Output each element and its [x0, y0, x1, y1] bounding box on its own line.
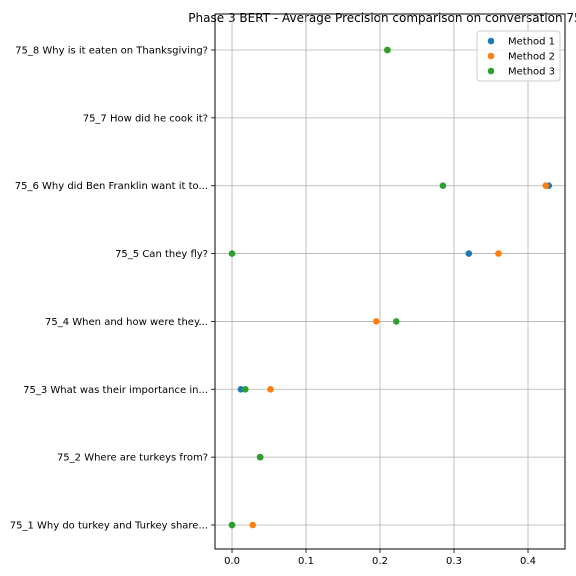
- data-point-method-2: [373, 318, 380, 325]
- x-tick-label: 0.0: [224, 556, 240, 567]
- x-tick-labels: 0.0 0.1 0.2 0.3 0.4: [224, 549, 536, 567]
- data-point-method-2: [267, 385, 274, 393]
- legend-marker: [487, 37, 495, 45]
- y-tick-label: 75_4 When and how were they...: [45, 317, 208, 328]
- data-point-method-3: [392, 318, 400, 325]
- legend-marker: [487, 52, 495, 60]
- chart-title: Phase 3 BERT - Average Precision compari…: [188, 11, 576, 25]
- legend-label: Method 1: [508, 37, 555, 48]
- data-points: [228, 46, 553, 529]
- legend: Method 1 Method 2 Method 3: [476, 30, 561, 82]
- x-tick-label: 0.1: [298, 556, 314, 567]
- grid: [215, 14, 565, 549]
- y-tick-label: 75_7 How did he cook it?: [83, 113, 208, 124]
- legend-label: Method 2: [508, 52, 555, 63]
- x-tick-label: 0.4: [520, 556, 536, 567]
- data-point-method-3: [228, 250, 236, 257]
- y-tick-label: 75_1 Why do turkey and Turkey share...: [10, 521, 208, 532]
- legend-box: [476, 30, 561, 82]
- data-point-method-2: [249, 521, 257, 529]
- data-point-method-3: [256, 453, 264, 461]
- data-point-method-1: [465, 250, 473, 257]
- data-point-method-3: [242, 385, 249, 393]
- data-point-method-3: [439, 182, 447, 190]
- x-tick-label: 0.2: [372, 556, 388, 567]
- legend-label: Method 3: [508, 67, 555, 78]
- data-point-method-2: [495, 250, 502, 257]
- y-tick-label: 75_6 Why did Ben Franklin want it to...: [15, 181, 208, 192]
- data-point-method-2: [542, 182, 550, 190]
- y-tick-label: 75_5 Can they fly?: [115, 249, 208, 260]
- y-tick-label: 75_3 What was their importance in...: [23, 385, 208, 396]
- y-tick-label: 75_2 Where are turkeys from?: [57, 453, 208, 464]
- x-tick-label: 0.3: [446, 556, 462, 567]
- legend-marker: [487, 67, 495, 75]
- data-point-method-3: [228, 521, 236, 529]
- data-point-method-3: [384, 46, 391, 54]
- y-tick-labels: 75_1 Why do turkey and Turkey share... 75…: [10, 46, 215, 532]
- plot-area: [214, 13, 566, 550]
- y-tick-label: 75_8 Why is it eaten on Thanksgiving?: [15, 46, 208, 57]
